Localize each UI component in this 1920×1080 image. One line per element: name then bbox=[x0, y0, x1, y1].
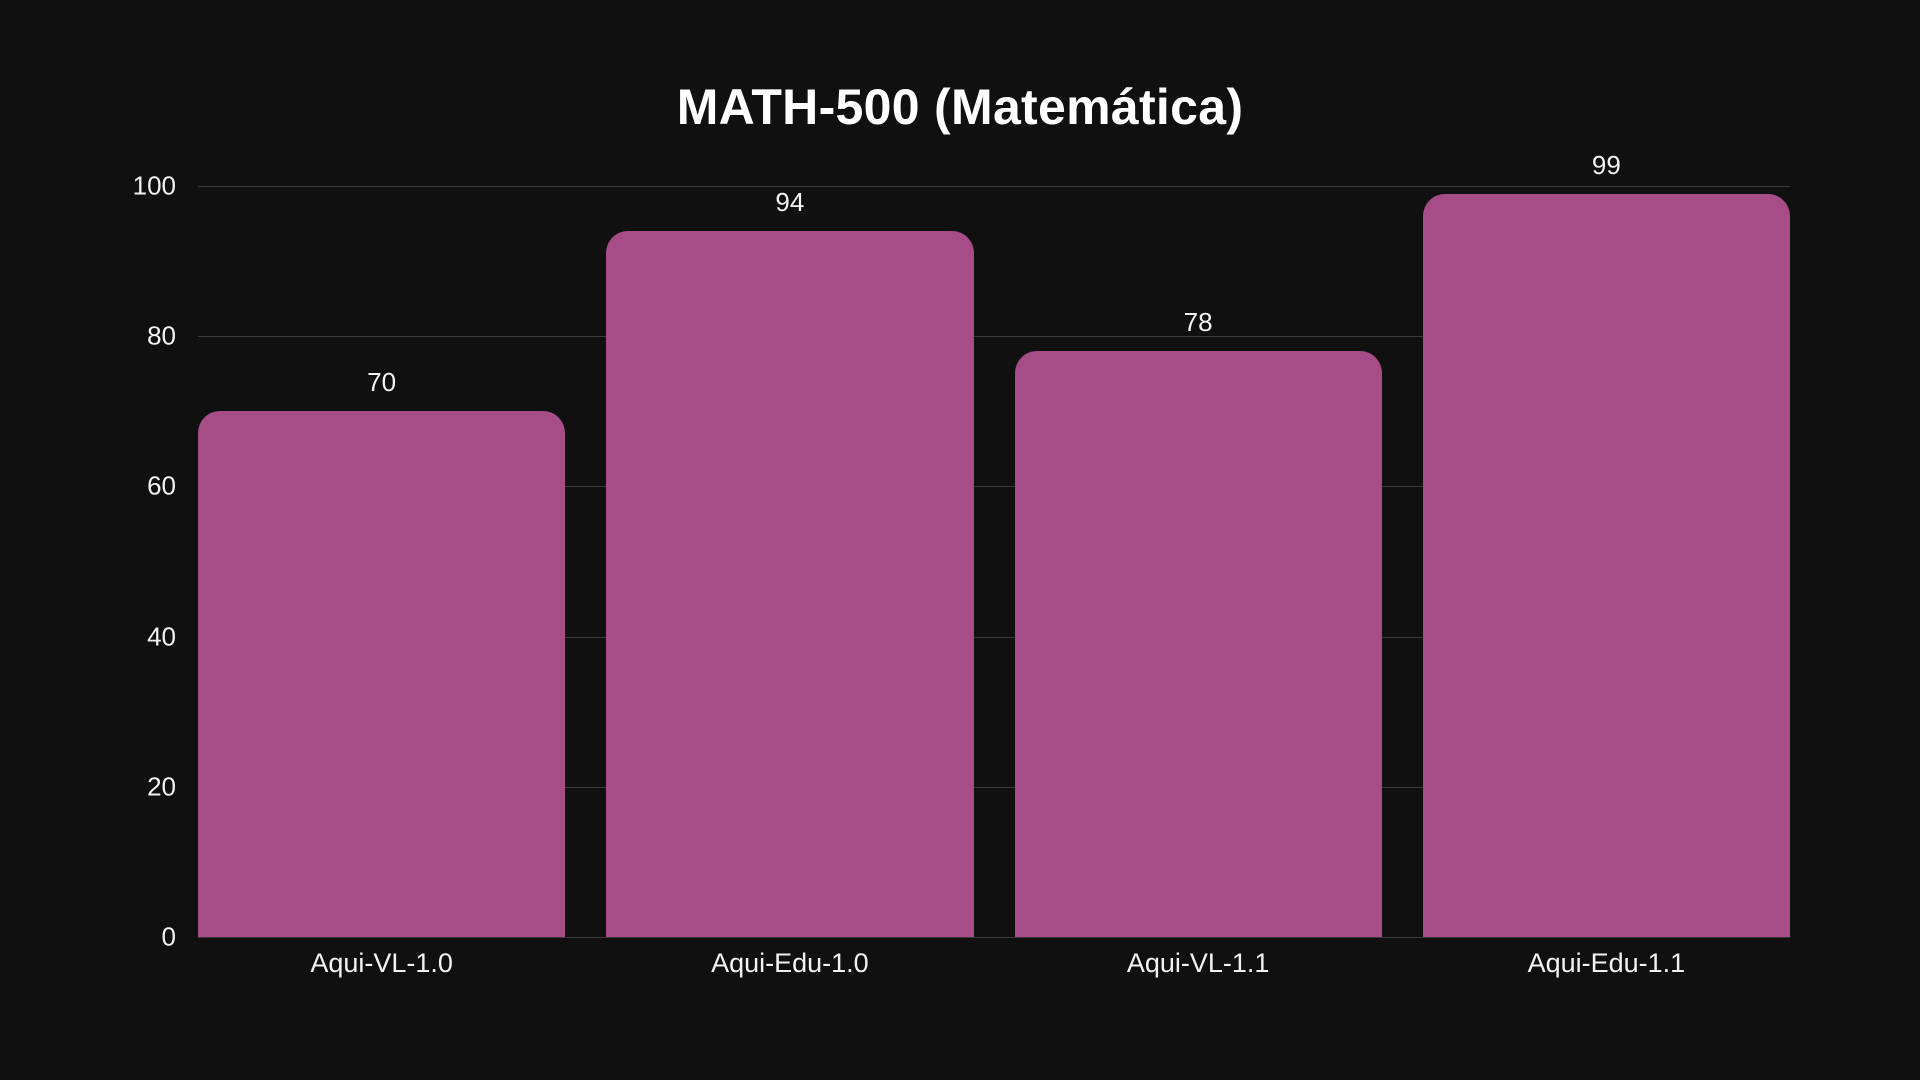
bar-value-label: 70 bbox=[367, 367, 397, 398]
gridline bbox=[198, 186, 1790, 187]
x-tick-label: Aqui-VL-1.1 bbox=[1126, 948, 1270, 978]
bar-value-label: 78 bbox=[1183, 307, 1213, 338]
bar-value-label: 94 bbox=[775, 187, 805, 218]
y-tick-label: 100 bbox=[132, 170, 176, 201]
gridline bbox=[198, 486, 1790, 488]
bar: 78 bbox=[1014, 307, 1382, 937]
y-tick-label: 60 bbox=[147, 470, 176, 501]
x-tick-label: Aqui-VL-1.0 bbox=[310, 948, 453, 978]
y-tick-label: 80 bbox=[147, 320, 176, 351]
y-tick-label: 40 bbox=[147, 621, 176, 652]
gridline bbox=[198, 636, 1790, 638]
x-tick-label: Aqui-Edu-1.1 bbox=[1527, 948, 1686, 978]
bar: 99 bbox=[1422, 150, 1790, 937]
x-tick-label: Aqui-Edu-1.0 bbox=[711, 948, 869, 978]
gridline bbox=[198, 336, 1790, 338]
bar-value-label: 99 bbox=[1591, 149, 1621, 180]
y-tick-label: 20 bbox=[147, 771, 176, 802]
gridline bbox=[198, 937, 1790, 938]
y-tick-label: 0 bbox=[161, 921, 176, 952]
bar: 94 bbox=[606, 187, 974, 937]
plot-area: 70 94 78 99 bbox=[198, 150, 1790, 938]
chart-title: MATH-500 (Matemática) bbox=[676, 79, 1244, 135]
gridline bbox=[198, 786, 1790, 788]
bar: 70 bbox=[198, 367, 566, 937]
